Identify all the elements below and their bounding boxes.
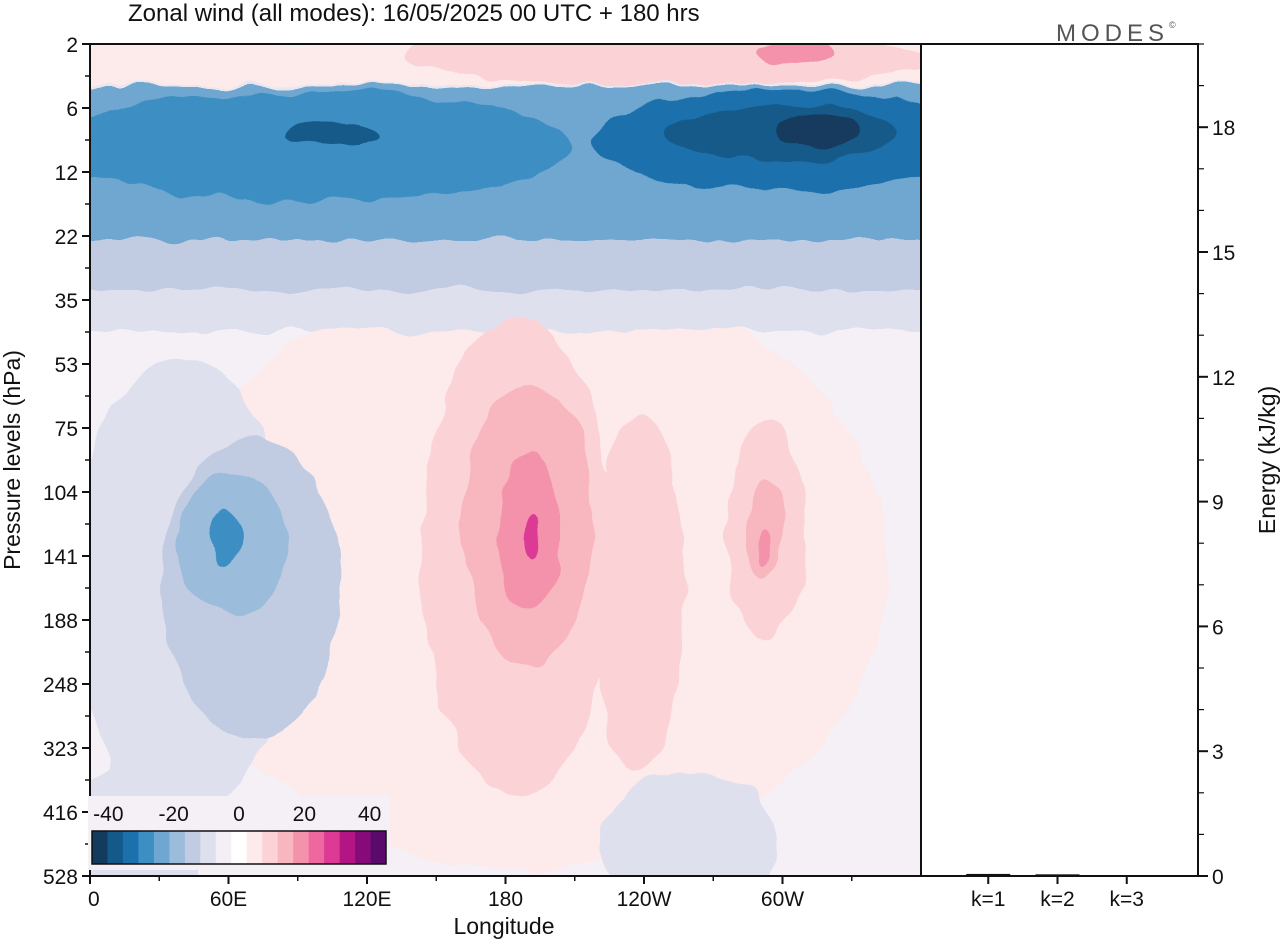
colorbar-frame xyxy=(91,830,387,865)
logo-text: MODES xyxy=(1056,20,1170,47)
colorbar-swatch xyxy=(200,831,217,864)
colorbar-swatch xyxy=(262,831,278,864)
x-tick-label: 60E xyxy=(210,888,247,911)
upper-westerly-max xyxy=(754,44,835,64)
colorbar-tick-label: 0 xyxy=(233,803,245,826)
westerly-core-180-max xyxy=(526,516,541,557)
colorbar-swatch xyxy=(308,831,325,864)
x-axis-title: Longitude xyxy=(453,913,554,939)
colorbar-swatch xyxy=(184,831,201,864)
colorbar-swatch xyxy=(231,831,248,864)
colorbar-swatch xyxy=(355,831,371,864)
easterly-min-60e-core xyxy=(207,506,240,567)
y-tick-label: 75 xyxy=(55,418,78,441)
x-tick-label: 120E xyxy=(342,888,391,911)
energy-axis-title: Energy (kJ/kg) xyxy=(1254,386,1280,534)
colorbar-swatch xyxy=(324,831,340,864)
x-tick-label: 120W xyxy=(617,888,672,911)
energy-tick-label: 9 xyxy=(1212,492,1224,515)
upper-westerly-core xyxy=(407,44,921,86)
y-tick-label: 141 xyxy=(43,546,78,569)
y-tick-label: 35 xyxy=(55,290,78,313)
colorbar-swatch xyxy=(107,831,124,864)
colorbar-swatch xyxy=(153,831,170,864)
energy-bar xyxy=(966,873,1011,876)
x-tick-label: 60W xyxy=(761,888,804,911)
easterly-wash-surface-2 xyxy=(600,774,781,876)
energy-category-label: k=2 xyxy=(1040,888,1074,911)
y-axis-title: Pressure levels (hPa) xyxy=(0,350,25,570)
y-tick-label: 2 xyxy=(66,34,78,57)
energy-bar xyxy=(1035,874,1080,876)
y-tick-label: 53 xyxy=(55,354,78,377)
y-tick-label: 323 xyxy=(43,738,78,761)
y-tick-label: 416 xyxy=(43,802,78,825)
colorbar-swatch xyxy=(169,831,186,864)
energy-axis: 0 3 6 9 12 15 18 xyxy=(1198,43,1235,889)
colorbar-tick-label: -20 xyxy=(158,803,188,826)
y-tick-label: 6 xyxy=(66,98,78,121)
chart-title: Zonal wind (all modes): 16/05/2025 00 UT… xyxy=(128,0,700,27)
westerly-core-60w-inner xyxy=(746,480,783,581)
energy-tick-label: 6 xyxy=(1212,616,1224,639)
longitude-axis: 0 60E 120E 180 120W 60W xyxy=(88,876,853,911)
contour-layers xyxy=(90,44,921,876)
energy-tick-label: 0 xyxy=(1212,866,1224,889)
colorbar-swatch xyxy=(138,831,155,864)
westerly-core-60w-max xyxy=(758,531,771,568)
colorbar-tick-label: 20 xyxy=(293,803,316,826)
energy-category-label: k=1 xyxy=(971,888,1005,911)
colorbar-swatch xyxy=(92,831,108,864)
wind-heatmap xyxy=(90,44,921,876)
y-tick-label: 188 xyxy=(43,610,78,633)
y-tick-label: 104 xyxy=(43,482,78,505)
energy-bar xyxy=(1104,875,1149,877)
easterly-jet-peak xyxy=(772,114,863,147)
energy-frame xyxy=(920,43,1199,877)
easterly-jet-max-west xyxy=(287,121,378,146)
colorbar-swatch xyxy=(277,831,294,864)
energy-bars: k=1 k=2 k=3 xyxy=(966,873,1149,911)
pressure-axis: 2 6 12 22 35 53 75 104 141 188 248 323 416 528 xyxy=(43,34,90,889)
energy-tick-label: 15 xyxy=(1212,242,1235,265)
energy-tick-label: 18 xyxy=(1212,117,1235,140)
y-tick-label: 248 xyxy=(43,674,78,697)
westerly-core-120w xyxy=(594,414,685,775)
y-tick-label: 22 xyxy=(55,226,78,249)
x-tick-label: 180 xyxy=(488,888,523,911)
colorbar-swatch xyxy=(370,831,387,864)
colorbar-swatch xyxy=(122,831,139,864)
colorbar-swatch xyxy=(215,831,232,864)
y-tick-label: 528 xyxy=(43,866,78,889)
modes-logo: MODES© xyxy=(1056,20,1176,48)
copyright-mark: © xyxy=(1169,20,1176,30)
energy-category-label: k=3 xyxy=(1110,888,1144,911)
colorbar: -40 -20 0 20 40 xyxy=(88,796,390,870)
easterly-jet-base xyxy=(90,240,921,295)
energy-tick-label: 12 xyxy=(1212,367,1235,390)
y-tick-label: 12 xyxy=(55,162,78,185)
colorbar-tick-label: 40 xyxy=(358,803,381,826)
colorbar-swatch xyxy=(339,831,356,864)
x-tick-label: 0 xyxy=(88,888,100,911)
colorbar-swatch xyxy=(246,831,263,864)
easterly-jet-core-west xyxy=(90,91,570,202)
colorbar-tick-label: -40 xyxy=(93,803,123,826)
colorbar-swatch xyxy=(293,831,309,864)
energy-tick-label: 3 xyxy=(1212,741,1224,764)
